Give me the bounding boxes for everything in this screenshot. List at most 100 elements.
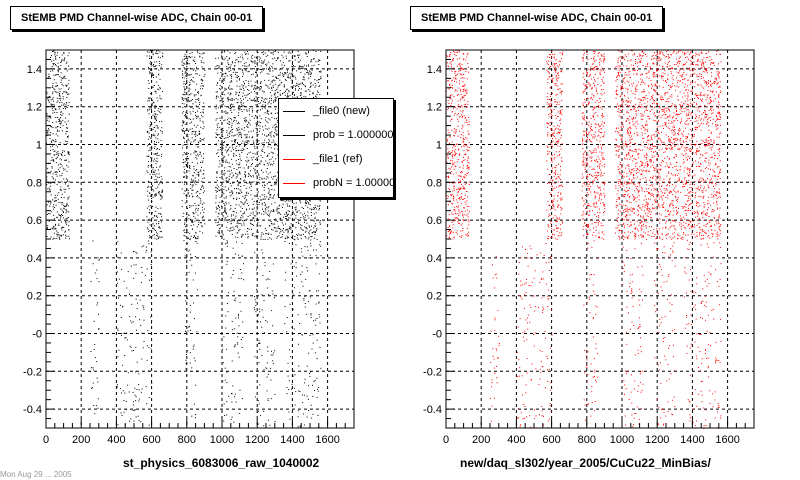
data-point (182, 130, 184, 132)
data-point (147, 145, 148, 147)
data-point (237, 188, 239, 190)
data-point (55, 56, 56, 58)
data-point (181, 96, 183, 98)
data-point (237, 222, 239, 224)
data-point (196, 190, 198, 192)
data-point (181, 102, 183, 104)
data-point (459, 175, 461, 177)
data-point (454, 217, 456, 219)
data-point (57, 153, 59, 155)
data-point (66, 102, 68, 104)
data-point (148, 347, 150, 348)
data-point (231, 233, 233, 235)
data-point (269, 237, 271, 239)
data-point (190, 100, 192, 102)
data-point (292, 55, 294, 57)
data-point (277, 194, 279, 196)
data-point (67, 198, 69, 200)
data-point (273, 227, 275, 229)
data-point (266, 109, 268, 111)
data-point (60, 120, 62, 122)
data-point (151, 186, 153, 187)
data-point (274, 90, 276, 92)
data-point (195, 238, 197, 240)
data-point (199, 230, 201, 232)
data-point (264, 107, 266, 109)
data-point (154, 114, 156, 116)
data-point (305, 200, 307, 201)
data-point (450, 230, 452, 232)
data-point (460, 110, 462, 112)
data-point (203, 75, 205, 77)
data-point (62, 93, 64, 95)
data-point (263, 210, 264, 212)
data-point (288, 213, 290, 215)
data-point (203, 137, 205, 139)
y-tick-label: 0.6 (27, 215, 42, 227)
data-point (277, 96, 279, 98)
data-point (65, 91, 67, 93)
data-point (282, 72, 283, 74)
data-point (219, 196, 221, 198)
data-point (134, 387, 136, 389)
data-point (196, 50, 198, 52)
data-point (189, 57, 191, 59)
data-point (238, 325, 240, 327)
data-point (225, 243, 227, 245)
data-point (135, 264, 137, 266)
data-point (551, 103, 552, 105)
data-point (282, 228, 284, 230)
data-point (149, 237, 151, 239)
data-point (236, 173, 238, 175)
data-point (307, 270, 309, 272)
data-point (219, 100, 221, 102)
data-point (223, 420, 225, 422)
data-point (185, 112, 187, 114)
data-point (200, 212, 201, 214)
data-point (302, 68, 304, 69)
data-point (268, 159, 270, 161)
data-point (136, 252, 138, 254)
data-point (233, 154, 235, 156)
data-point (264, 208, 266, 210)
data-point (55, 154, 57, 155)
data-point (60, 221, 62, 223)
data-point (230, 64, 232, 66)
data-point (263, 146, 265, 148)
data-point (450, 102, 452, 104)
data-point (559, 219, 561, 221)
data-point (237, 180, 238, 182)
data-point (192, 228, 194, 230)
data-point (199, 153, 201, 155)
data-point (454, 106, 456, 108)
data-point (197, 52, 199, 54)
data-point (243, 167, 245, 169)
data-point (216, 208, 217, 210)
data-point (308, 52, 309, 54)
data-point (50, 170, 52, 172)
data-point (234, 69, 235, 71)
data-point (294, 66, 296, 68)
data-point (245, 233, 247, 235)
data-point (257, 217, 258, 219)
data-point (184, 202, 186, 204)
data-point (62, 217, 64, 219)
data-point (467, 161, 469, 163)
data-point (155, 52, 157, 54)
data-point (225, 110, 227, 112)
data-point (463, 104, 465, 106)
data-point (243, 117, 245, 119)
data-point (219, 105, 221, 107)
data-point (289, 205, 291, 207)
data-point (150, 107, 152, 109)
data-point (223, 197, 225, 199)
data-point (297, 54, 299, 56)
data-point (221, 144, 223, 146)
data-point (456, 114, 458, 116)
data-point (254, 68, 255, 70)
data-point (261, 213, 263, 215)
data-point (235, 226, 237, 228)
data-point (452, 162, 454, 164)
data-point (201, 162, 203, 164)
data-point (239, 219, 241, 221)
